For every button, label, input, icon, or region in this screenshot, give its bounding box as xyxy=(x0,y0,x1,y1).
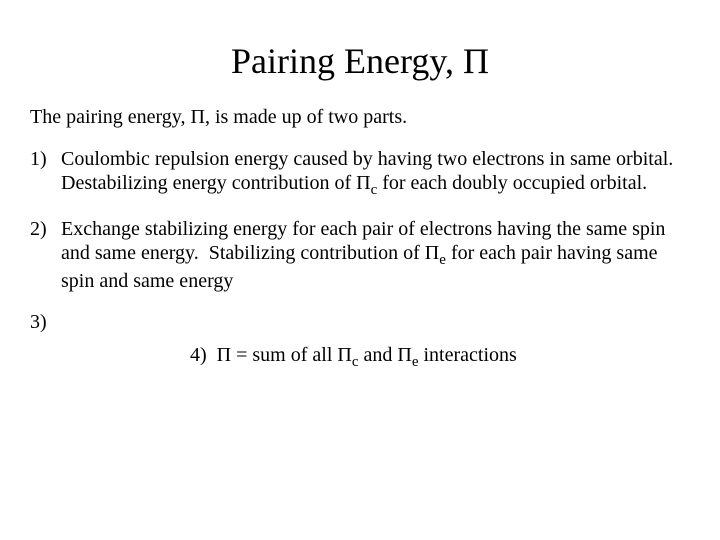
intro-text: The pairing energy, Π, is made up of two… xyxy=(30,106,690,129)
item-number: 4) xyxy=(190,344,207,366)
list-item-1: 1) Coulombic repulsion energy caused by … xyxy=(30,147,690,199)
item-number: 1) xyxy=(30,147,52,171)
list-item-4: 4) Π = sum of all Πc and Πe interactions xyxy=(30,344,690,371)
list-item-3: 3) xyxy=(30,311,690,334)
list-item-2: 2) Exchange stabilizing energy for each … xyxy=(30,217,690,293)
item-number: 2) xyxy=(30,217,52,241)
item-body: Exchange stabilizing energy for each pai… xyxy=(57,217,687,293)
page-title: Pairing Energy, Π xyxy=(30,40,690,82)
item-body: Coulombic repulsion energy caused by hav… xyxy=(57,147,687,199)
